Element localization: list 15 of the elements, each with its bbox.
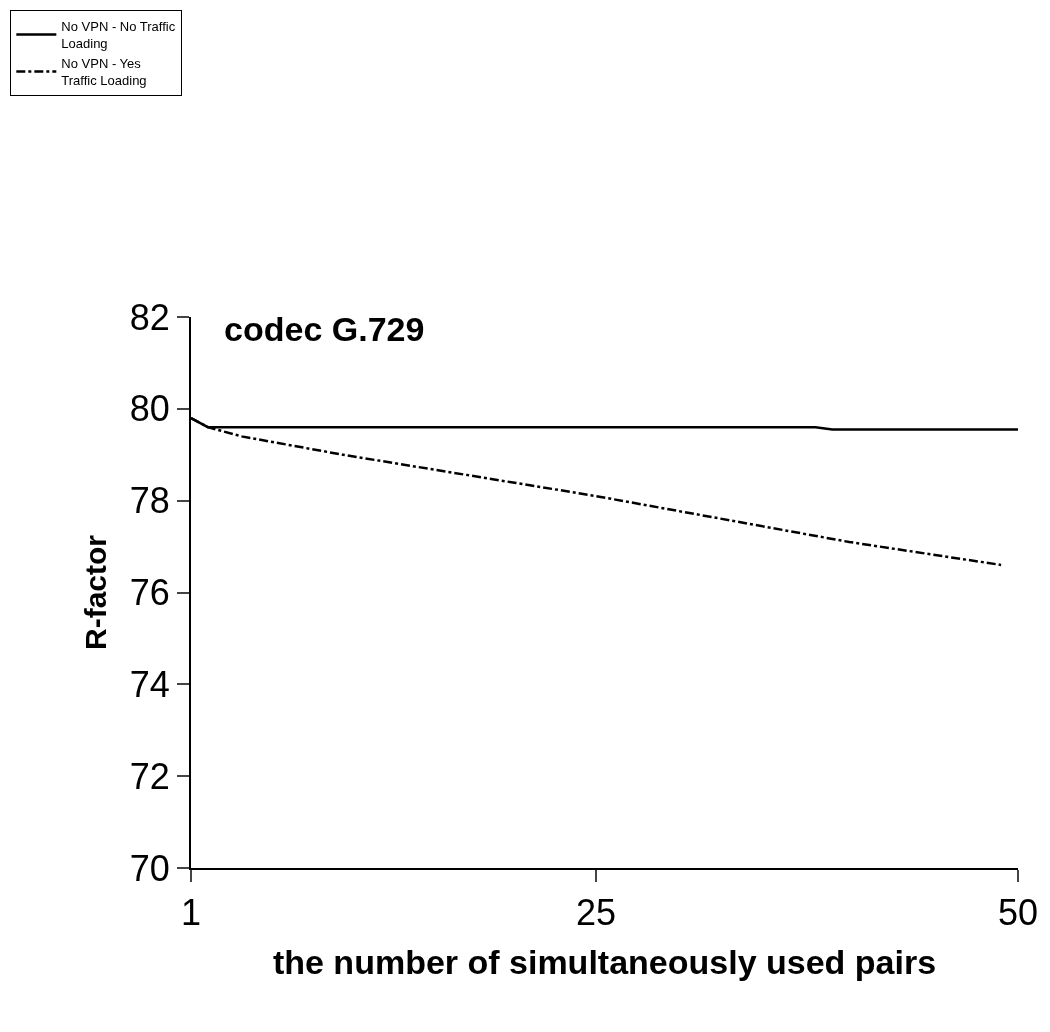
y-tick-label: 76 bbox=[129, 572, 170, 614]
legend-label: No VPN - Yes Traffic Loading bbox=[61, 56, 147, 88]
y-axis-title: R-factor bbox=[79, 534, 113, 651]
y-tick-label: 72 bbox=[129, 755, 170, 797]
legend-label: No VPN - No Traffic Loading bbox=[61, 19, 176, 52]
y-tick-label: 80 bbox=[129, 388, 170, 430]
x-tick-label: 1 bbox=[180, 892, 202, 934]
y-tick-label: 70 bbox=[129, 847, 170, 889]
chart-title: codec G.729 bbox=[224, 309, 425, 348]
x-axis-title: the number of simultaneously used pairs bbox=[272, 943, 937, 981]
x-tick-label: 25 bbox=[576, 892, 617, 934]
x-tick-label: 50 bbox=[997, 892, 1039, 934]
y-tick-label: 82 bbox=[129, 296, 170, 338]
y-tick-label: 74 bbox=[129, 663, 170, 705]
y-tick-label: 78 bbox=[129, 480, 170, 522]
